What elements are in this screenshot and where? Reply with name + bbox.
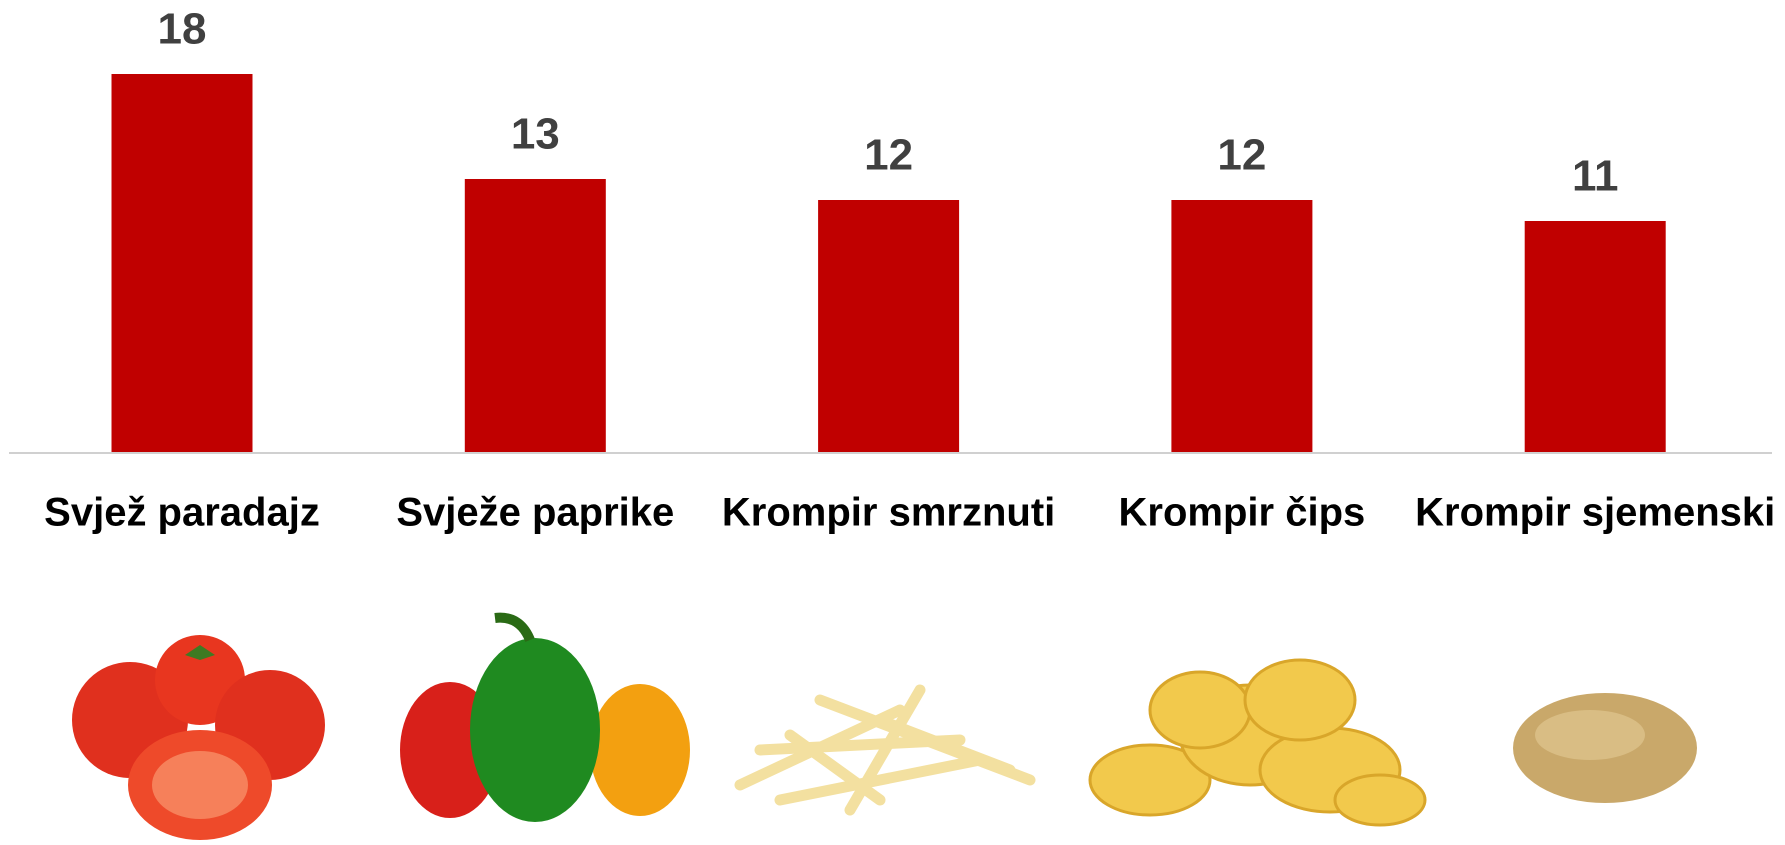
value-label: 12 xyxy=(1217,131,1266,180)
category-label: Svježe paprike xyxy=(396,491,674,535)
value-label: 13 xyxy=(511,110,560,159)
category-label: Krompir smrznuti xyxy=(722,491,1055,535)
bar xyxy=(465,179,606,452)
tomato-image xyxy=(72,635,325,840)
bar xyxy=(1525,221,1666,452)
value-label: 11 xyxy=(1572,152,1619,201)
category-label: Krompir čips xyxy=(1119,491,1366,535)
fries-image xyxy=(740,690,1030,810)
chart: 18 Svjež paradajz 13 Svježe paprike 12 Krompi… xyxy=(0,0,1785,845)
page: 18 Svjež paradajz 13 Svježe paprike 12 Krompi… xyxy=(0,0,1785,845)
category-label: Krompir sjemenski xyxy=(1415,491,1775,535)
bar xyxy=(112,74,253,452)
bar xyxy=(818,200,959,452)
peppers-image xyxy=(400,618,690,822)
chips-image xyxy=(1090,660,1425,825)
potato-image xyxy=(1513,693,1697,803)
category-label: Svjež paradajz xyxy=(44,491,320,535)
value-label: 12 xyxy=(864,131,913,180)
value-label: 18 xyxy=(158,5,207,54)
bar xyxy=(1171,200,1312,452)
